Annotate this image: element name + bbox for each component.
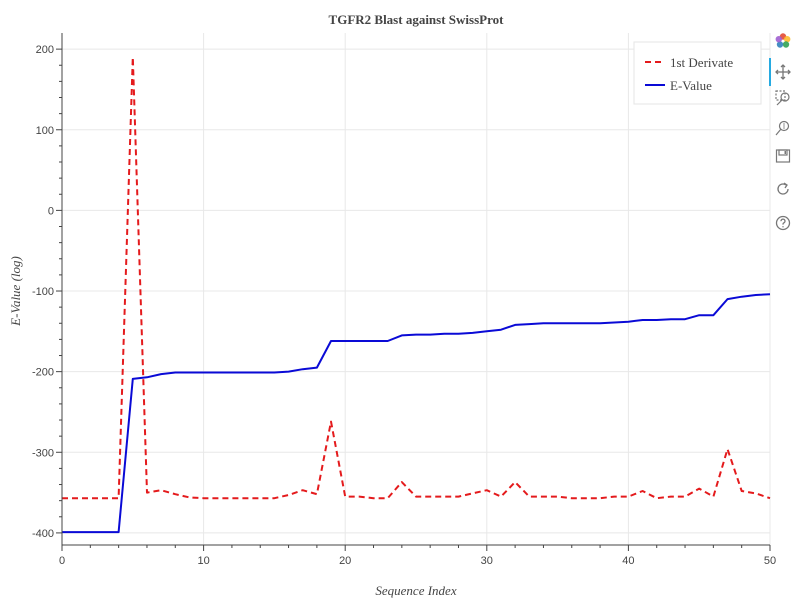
- y-tick-label: 100: [36, 125, 54, 137]
- axes: 0 10 20 30 40 50 200 100 0 -100 -200 -300 -400: [32, 33, 776, 567]
- y-tick-label: 200: [36, 44, 54, 56]
- y-tick-label: -200: [32, 367, 54, 379]
- x-tick-label: 30: [481, 555, 493, 567]
- y-tick-label: -300: [32, 447, 54, 459]
- help-icon[interactable]: [770, 210, 796, 236]
- legend-label-e-value: E-Value: [670, 78, 712, 93]
- save-icon[interactable]: [770, 143, 796, 169]
- grid: [61, 33, 771, 545]
- series-line-1st-derivate: [62, 56, 771, 500]
- y-tick-label: 0: [48, 205, 54, 217]
- y-axis-label: E-Value (log): [8, 256, 23, 327]
- pan-icon[interactable]: [770, 59, 796, 85]
- legend-box: [633, 41, 762, 105]
- x-tick-label: 50: [764, 555, 776, 567]
- y-tick-label: -400: [32, 528, 54, 540]
- x-tick-label: 10: [197, 555, 209, 567]
- x-tick-label: 20: [339, 555, 351, 567]
- chart-title: TGFR2 Blast against SwissProt: [329, 12, 505, 27]
- reset-icon[interactable]: [770, 176, 796, 202]
- x-axis-label: Sequence Index: [375, 583, 456, 598]
- series-layer: [62, 56, 771, 534]
- x-tick-label: 40: [622, 555, 634, 567]
- box-zoom-icon[interactable]: [770, 85, 796, 111]
- wheel-zoom-icon[interactable]: [770, 115, 796, 141]
- series-line-e-value: [62, 293, 771, 534]
- legend: 1st Derivate E-Value: [633, 41, 762, 105]
- x-tick-label: 0: [59, 555, 65, 567]
- legend-label-1st-derivate: 1st Derivate: [670, 55, 733, 70]
- bokeh-logo-icon[interactable]: [770, 28, 796, 54]
- y-tick-label: -100: [32, 286, 54, 298]
- active-tool-indicator: [769, 58, 771, 86]
